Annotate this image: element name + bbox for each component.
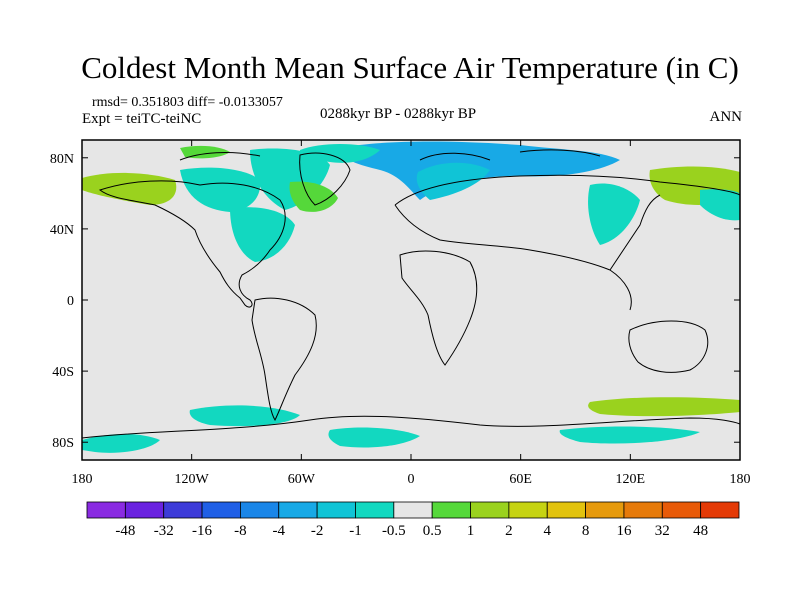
colorbar-swatch <box>278 501 318 519</box>
colorbar-swatch <box>623 501 663 519</box>
coast-south-america <box>251 297 317 422</box>
scandinavia-teal <box>416 162 490 200</box>
lon-tick-label: 180 <box>72 472 93 487</box>
axis-ticks <box>81 140 741 460</box>
colorbar-label: -32 <box>154 523 174 539</box>
colorbar-label: 32 <box>655 523 670 539</box>
antarctic-teal-east <box>559 426 700 444</box>
coast-arctic-islands <box>179 149 601 161</box>
colorbar-swatch <box>700 501 740 519</box>
lon-tick-label: 120W <box>175 472 210 487</box>
central-canada-green <box>289 181 338 212</box>
colorbar-labels: -48 -32 -16 -8 -4 -2 -1 -0.5 0.5 1 2 4 8 16 32 48 <box>115 523 708 539</box>
lon-tick-label: 60W <box>288 472 316 487</box>
greenland-green <box>180 145 230 159</box>
longitude-labels: 180 120W 60W 0 60E 120E 180 <box>72 472 751 487</box>
colorbar-label: 4 <box>543 523 551 539</box>
colorbar-swatch <box>508 501 548 519</box>
coast-africa <box>399 250 478 366</box>
colorbar-swatch <box>201 501 241 519</box>
coast-australia <box>628 320 709 373</box>
colorbar-label: 16 <box>616 523 632 539</box>
lon-tick-label: 0 <box>408 472 415 487</box>
colorbar-label: -8 <box>234 523 247 539</box>
rmsd-diff-stats: rmsd= 0.351803 diff= -0.0133057 <box>92 95 283 110</box>
coast-antarctica <box>81 415 741 439</box>
lat-tick-label: 0 <box>67 294 74 309</box>
southern-ocean-green <box>588 397 740 417</box>
colorbar-label: -2 <box>311 523 324 539</box>
coast-north-america <box>98 180 286 308</box>
experiment-label: Expt = teiTC-teiNC <box>82 111 202 127</box>
southern-ocean-teal-2 <box>328 427 420 448</box>
colorbar-label: 1 <box>467 523 475 539</box>
colorbar-swatch <box>240 501 280 519</box>
colorbar-swatch <box>661 501 702 519</box>
colorbar-label: -4 <box>273 523 286 539</box>
colorbar-label: -48 <box>115 523 135 539</box>
lon-tick-label: 180 <box>730 472 751 487</box>
map-title: Coldest Month Mean Surface Air Temperatu… <box>81 50 739 85</box>
coast-eurasia <box>394 174 741 311</box>
lat-tick-label: 40N <box>50 223 74 238</box>
colorbar <box>86 501 740 519</box>
lat-tick-label: 80S <box>52 436 74 451</box>
season-label: ANN <box>709 109 743 125</box>
southern-ocean-teal-1 <box>189 405 300 427</box>
southern-ocean-teal-3 <box>82 434 160 453</box>
colorbar-swatch <box>163 501 203 519</box>
colorbar-swatch <box>393 501 433 519</box>
lon-tick-label: 120E <box>616 472 646 487</box>
colorbar-label: 0.5 <box>423 523 442 539</box>
anomaly-shading <box>82 141 740 453</box>
lat-tick-label: 40S <box>52 365 74 380</box>
colorbar-swatch <box>431 501 471 519</box>
colorbar-label: 2 <box>505 523 513 539</box>
canada-teal <box>180 167 261 212</box>
colorbar-swatch <box>546 501 586 519</box>
colorbar-swatch <box>355 501 395 519</box>
colorbar-label: -1 <box>349 523 362 539</box>
colorbar-swatch <box>124 501 165 519</box>
colorbar-label: 8 <box>582 523 590 539</box>
colorbar-label: -0.5 <box>382 523 406 539</box>
colorbar-swatch <box>585 501 625 519</box>
colorbar-swatch <box>86 501 126 519</box>
period-label: 0288kyr BP - 0288kyr BP <box>320 106 477 122</box>
colorbar-swatch <box>470 501 510 519</box>
map-panel: 180 120W 60W 0 60E 120E 180 80N 40N 0 40S 80S <box>50 139 751 487</box>
coastlines <box>81 149 741 439</box>
coast-greenland <box>299 152 351 206</box>
colorbar-swatch <box>316 501 356 519</box>
latitude-labels: 80N 40N 0 40S 80S <box>50 152 74 451</box>
lon-tick-label: 60E <box>509 472 532 487</box>
colorbar-label: -16 <box>192 523 212 539</box>
colorbar-label: 48 <box>693 523 708 539</box>
lat-tick-label: 80N <box>50 152 74 167</box>
east-asia-teal <box>588 183 640 245</box>
siberia-teal <box>700 189 740 221</box>
north-america-east-teal <box>230 207 295 262</box>
